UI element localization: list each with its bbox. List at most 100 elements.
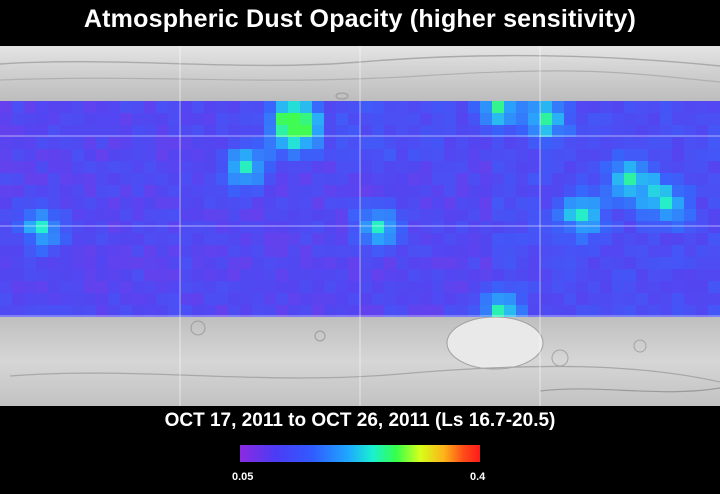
dust-cell xyxy=(132,149,144,161)
dust-cell xyxy=(24,257,36,269)
dust-cell xyxy=(288,125,300,137)
dust-cell xyxy=(168,125,180,137)
dust-cell xyxy=(624,221,636,233)
dust-cell xyxy=(240,221,252,233)
dust-cell xyxy=(348,305,360,317)
dust-cell xyxy=(192,221,204,233)
dust-cell xyxy=(12,125,24,137)
dust-cell xyxy=(636,293,648,305)
dust-cell xyxy=(540,101,552,113)
dust-cell xyxy=(636,197,648,209)
dust-cell xyxy=(24,221,36,233)
dust-cell xyxy=(252,257,264,269)
dust-cell xyxy=(468,233,480,245)
dust-cell xyxy=(300,221,312,233)
dust-cell xyxy=(156,281,168,293)
dust-cell xyxy=(252,125,264,137)
dust-cell xyxy=(72,233,84,245)
dust-cell xyxy=(444,185,456,197)
dust-cell xyxy=(444,113,456,125)
dust-cell xyxy=(588,281,600,293)
dust-cell xyxy=(288,257,300,269)
dust-cell xyxy=(72,245,84,257)
dust-cell xyxy=(384,113,396,125)
dust-cell xyxy=(96,149,108,161)
dust-cell xyxy=(96,281,108,293)
dust-cell xyxy=(684,269,696,281)
dust-cell xyxy=(204,245,216,257)
dust-cell xyxy=(24,113,36,125)
dust-cell xyxy=(672,137,684,149)
dust-cell xyxy=(372,281,384,293)
dust-cell xyxy=(24,101,36,113)
dust-cell xyxy=(60,197,72,209)
dust-cell xyxy=(444,221,456,233)
dust-cell xyxy=(528,101,540,113)
dust-cell xyxy=(420,101,432,113)
dust-cell xyxy=(48,185,60,197)
dust-cell xyxy=(60,233,72,245)
dust-cell xyxy=(312,173,324,185)
dust-cell xyxy=(576,281,588,293)
dust-cell xyxy=(660,269,672,281)
dust-cell xyxy=(132,305,144,317)
dust-cell xyxy=(612,173,624,185)
dust-cell xyxy=(408,209,420,221)
dust-cell xyxy=(528,245,540,257)
dust-cell xyxy=(216,113,228,125)
dust-cell xyxy=(696,125,708,137)
dust-cell xyxy=(288,245,300,257)
dust-cell xyxy=(192,149,204,161)
dust-cell xyxy=(324,113,336,125)
dust-cell xyxy=(396,209,408,221)
dust-cell xyxy=(108,101,120,113)
dust-cell xyxy=(156,125,168,137)
dust-cell xyxy=(72,161,84,173)
dust-cell xyxy=(528,137,540,149)
dust-cell xyxy=(636,245,648,257)
dust-cell xyxy=(348,281,360,293)
dust-cell xyxy=(540,137,552,149)
dust-cell xyxy=(108,305,120,317)
dust-cell xyxy=(120,125,132,137)
dust-cell xyxy=(468,305,480,317)
dust-cell xyxy=(396,197,408,209)
dust-cell xyxy=(144,257,156,269)
dust-cell xyxy=(228,185,240,197)
dust-cell xyxy=(312,125,324,137)
dust-cell xyxy=(456,305,468,317)
dust-cell xyxy=(456,185,468,197)
dust-cell xyxy=(396,101,408,113)
dust-cell xyxy=(288,269,300,281)
dust-cell xyxy=(516,281,528,293)
dust-cell xyxy=(624,137,636,149)
dust-cell xyxy=(336,197,348,209)
dust-cell xyxy=(384,245,396,257)
dust-cell xyxy=(180,125,192,137)
dust-cell xyxy=(660,137,672,149)
dust-cell xyxy=(564,125,576,137)
dust-cell xyxy=(144,197,156,209)
dust-cell xyxy=(192,269,204,281)
dust-cell xyxy=(372,101,384,113)
dust-cell xyxy=(60,185,72,197)
dust-cell xyxy=(708,197,720,209)
dust-cell xyxy=(144,113,156,125)
dust-cell xyxy=(48,305,60,317)
dust-cell xyxy=(528,233,540,245)
dust-cell xyxy=(360,197,372,209)
dust-cell xyxy=(120,281,132,293)
dust-cell xyxy=(612,137,624,149)
dust-cell xyxy=(588,221,600,233)
dust-cell xyxy=(144,185,156,197)
dust-cell xyxy=(168,101,180,113)
dust-cell xyxy=(696,221,708,233)
dust-cell xyxy=(648,125,660,137)
dust-cell xyxy=(684,149,696,161)
dust-cell xyxy=(120,161,132,173)
dust-cell xyxy=(420,113,432,125)
dust-cell xyxy=(588,101,600,113)
dust-cell xyxy=(600,173,612,185)
dust-cell xyxy=(648,113,660,125)
dust-cell xyxy=(204,101,216,113)
